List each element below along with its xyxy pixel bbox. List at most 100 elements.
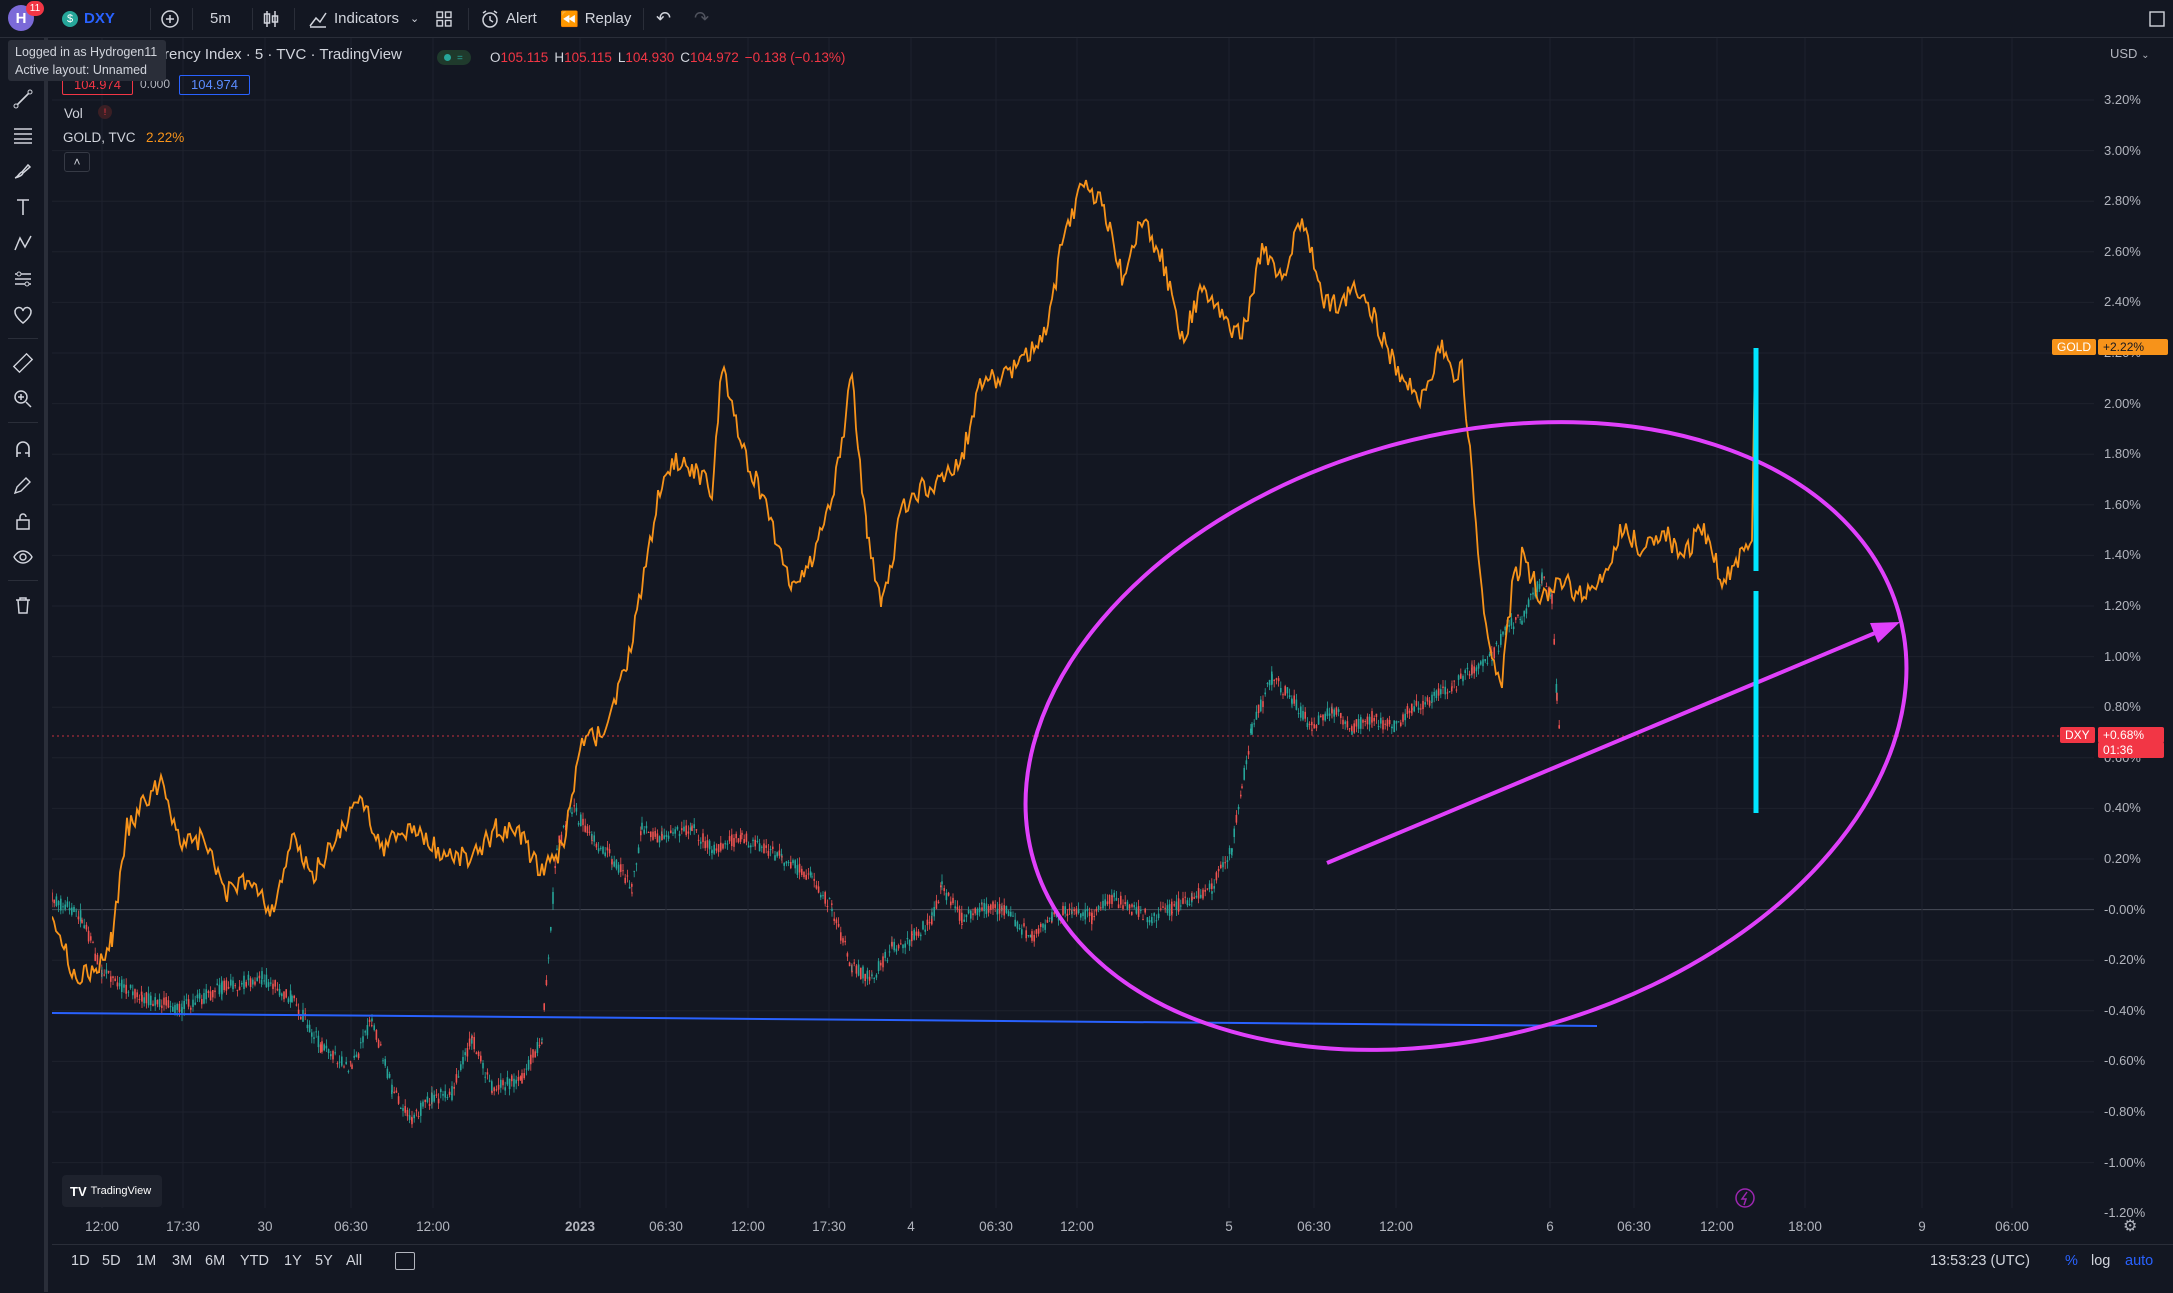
- tradingview-watermark[interactable]: TV TradingView: [62, 1175, 162, 1207]
- lock-drawings-tool[interactable]: [10, 508, 36, 534]
- chart-type-button[interactable]: [262, 0, 280, 37]
- candle-body: [1182, 898, 1184, 904]
- candle-body: [976, 908, 979, 916]
- candle-body: [904, 943, 906, 948]
- alert-button[interactable]: Alert: [480, 0, 537, 37]
- ask-box[interactable]: 104.974: [179, 75, 250, 95]
- candle-body: [835, 919, 838, 924]
- candle-body: [212, 990, 214, 998]
- indicators-dropdown[interactable]: ⌄: [410, 0, 419, 37]
- measure-tool[interactable]: [10, 350, 36, 376]
- candle-body: [1420, 708, 1422, 710]
- candle-body: [1337, 709, 1340, 712]
- candle-body: [586, 826, 589, 834]
- range-button-6m[interactable]: 6M: [205, 1253, 226, 1269]
- icons-tool[interactable]: [10, 302, 36, 328]
- candle-body: [508, 1078, 511, 1090]
- price-scale[interactable]: [2094, 38, 2173, 1208]
- candle-body: [1315, 725, 1318, 729]
- candle-body: [695, 829, 698, 831]
- candle-body: [203, 993, 205, 1004]
- candle-body: [877, 961, 880, 971]
- candle-body: [161, 1005, 163, 1009]
- fullscreen-button[interactable]: [2148, 0, 2166, 37]
- divider: [8, 580, 38, 581]
- zoom-tool[interactable]: [10, 386, 36, 412]
- goto-date-button[interactable]: [395, 1252, 415, 1270]
- symbol-title[interactable]: rency Index · 5 · TVC · TradingView: [164, 46, 402, 63]
- candle-body: [1243, 767, 1245, 780]
- indicators-button[interactable]: Indicators: [308, 0, 399, 37]
- candle-body: [958, 909, 961, 921]
- log-toggle[interactable]: log: [2091, 1253, 2111, 1269]
- divider: [468, 8, 469, 30]
- remove-drawings-tool[interactable]: [10, 592, 36, 618]
- range-button-1d[interactable]: 1D: [71, 1253, 90, 1269]
- candle-body: [1348, 728, 1351, 730]
- flash-icon[interactable]: [1735, 1188, 1755, 1208]
- candle-body: [530, 1054, 532, 1065]
- forecast-tool[interactable]: [10, 266, 36, 292]
- range-button-5d[interactable]: 5D: [102, 1253, 121, 1269]
- trendline-tool[interactable]: [10, 86, 36, 112]
- percent-toggle[interactable]: %: [2065, 1253, 2078, 1269]
- candle-body: [708, 840, 711, 850]
- candle-body: [1538, 583, 1541, 589]
- candle-body: [857, 964, 860, 976]
- range-button-1y[interactable]: 1Y: [284, 1253, 302, 1269]
- range-button-5y[interactable]: 5Y: [315, 1253, 333, 1269]
- hide-drawings-tool[interactable]: [10, 544, 36, 570]
- symbol-search-button[interactable]: $ DXY: [62, 0, 115, 37]
- gold-legend-label[interactable]: GOLD, TVC: [63, 130, 136, 145]
- clock[interactable]: 13:53:23 (UTC): [1930, 1253, 2030, 1269]
- candle-body: [73, 906, 75, 913]
- volume-label[interactable]: Vol: [64, 106, 83, 121]
- candle-body: [906, 937, 909, 940]
- candle-body: [52, 892, 53, 902]
- fib-tool[interactable]: [10, 122, 36, 148]
- candle-body: [243, 975, 245, 990]
- candle-body: [776, 852, 778, 857]
- candle-body: [1502, 631, 1504, 635]
- candle-body: [1217, 868, 1220, 872]
- candle-body: [420, 1102, 422, 1116]
- candle-body: [506, 1077, 509, 1085]
- replay-button[interactable]: ⏪ Replay: [560, 0, 631, 37]
- text-tool[interactable]: [10, 194, 36, 220]
- candle-body: [1468, 674, 1471, 676]
- candle-body: [974, 908, 976, 914]
- scale-settings-button[interactable]: ⚙: [2123, 1216, 2137, 1236]
- auto-toggle[interactable]: auto: [2125, 1253, 2154, 1269]
- candle-body: [990, 904, 992, 910]
- time-axis-label: 2023: [564, 1219, 596, 1234]
- gold-legend-value: 2.22%: [146, 130, 185, 145]
- magnet-tool[interactable]: [10, 436, 36, 462]
- currency-selector[interactable]: USD ⌄: [2110, 46, 2149, 61]
- templates-button[interactable]: [435, 0, 453, 37]
- candle-body: [983, 902, 985, 912]
- stay-in-drawing-tool[interactable]: [10, 472, 36, 498]
- candle-body: [395, 1090, 398, 1093]
- collapse-legend-button[interactable]: ˄: [64, 152, 90, 172]
- candle-body: [495, 1089, 498, 1091]
- range-button-all[interactable]: All: [346, 1253, 363, 1269]
- candle-body: [641, 822, 643, 830]
- pattern-tool[interactable]: [10, 230, 36, 256]
- candle-body: [1211, 891, 1213, 894]
- volume-eye-icon[interactable]: !: [98, 105, 112, 119]
- range-button-1m[interactable]: 1M: [136, 1253, 157, 1269]
- time-axis-label: 17:30: [812, 1219, 846, 1234]
- redo-button[interactable]: ↷: [694, 0, 709, 37]
- undo-button[interactable]: ↶: [656, 0, 671, 37]
- range-button-ytd[interactable]: YTD: [240, 1253, 269, 1269]
- price-scale-label: -1.20%: [2104, 1205, 2146, 1221]
- candle-body: [781, 856, 783, 858]
- range-button-3m[interactable]: 3M: [172, 1253, 193, 1269]
- candle-body: [1324, 713, 1326, 721]
- interval-button[interactable]: 5m: [210, 0, 231, 37]
- candle-body: [1164, 907, 1166, 909]
- chart-canvas[interactable]: [52, 38, 2094, 1208]
- compare-symbol-button[interactable]: [160, 0, 180, 37]
- chevron-up-icon: ˄: [73, 155, 81, 169]
- brush-tool[interactable]: [10, 158, 36, 184]
